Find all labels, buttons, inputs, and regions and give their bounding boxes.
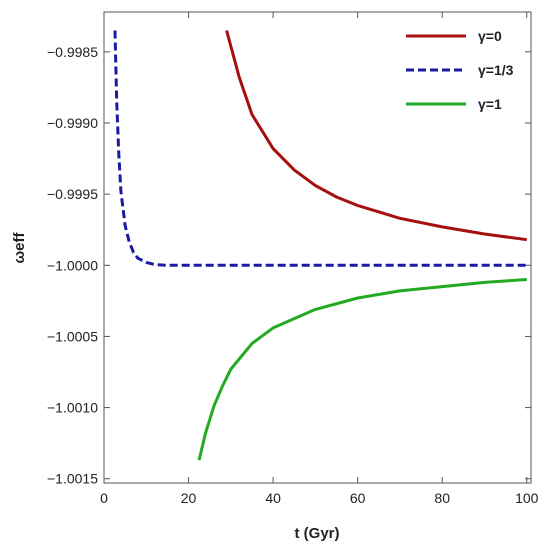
y-tick-label: −1.0000 [47, 257, 98, 273]
series-line-0 [225, 30, 528, 242]
y-tick-label: −0.9995 [47, 186, 98, 202]
x-tick-label: 40 [265, 490, 281, 506]
plot-frame [103, 11, 532, 484]
y-axis-title: ωeff [11, 231, 28, 263]
x-tick-label: 60 [350, 490, 366, 506]
y-tick-label: −0.9990 [47, 115, 98, 131]
legend: γ=0 γ=1/3 γ=1 [406, 28, 514, 112]
legend-label-0: γ=0 [478, 28, 502, 44]
x-axis-title: t (Gyr) [295, 525, 340, 542]
y-tick-label: −0.9985 [47, 44, 98, 60]
x-tick-label: 80 [434, 490, 450, 506]
y-tick-label: −1.0015 [47, 471, 98, 487]
x-tick-label: 100 [515, 490, 539, 506]
legend-label-2: γ=1 [478, 96, 502, 112]
y-tick-label: −1.0005 [47, 328, 98, 344]
y-tick-label: −1.0010 [47, 400, 98, 416]
x-tick-label: 20 [181, 490, 197, 506]
x-tick-label: 0 [100, 490, 108, 506]
series-line-2 [197, 278, 527, 461]
series-line-1 [113, 30, 527, 267]
legend-label-1: γ=1/3 [478, 62, 514, 78]
